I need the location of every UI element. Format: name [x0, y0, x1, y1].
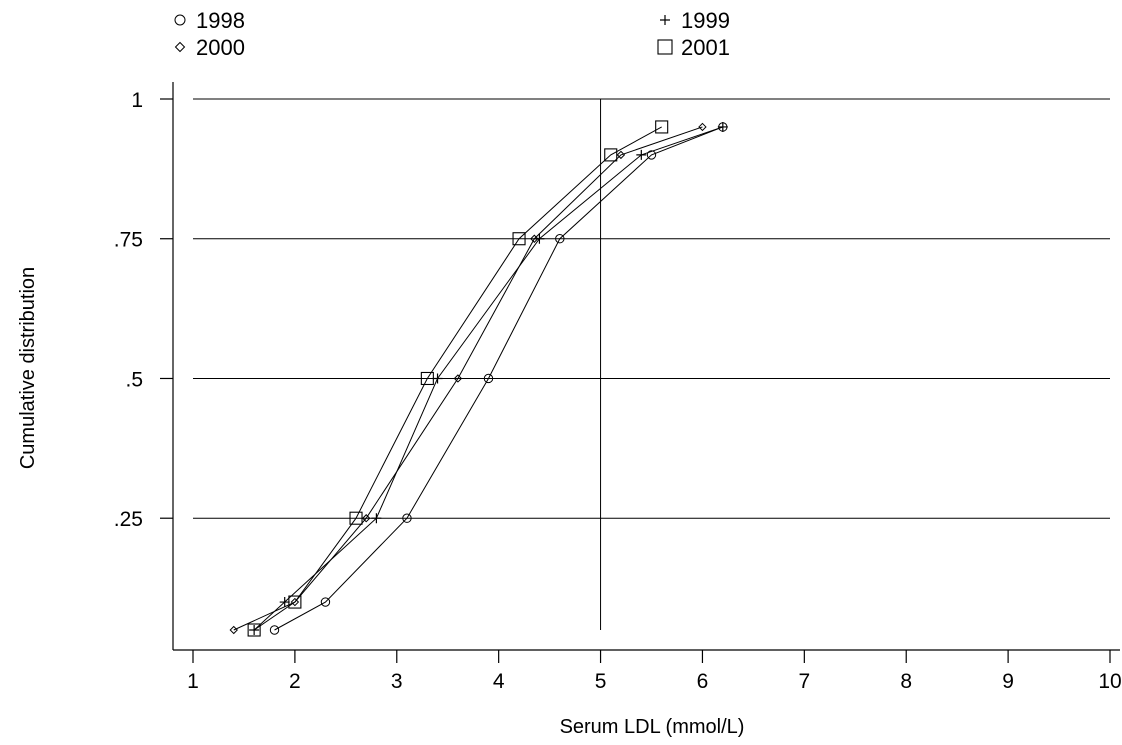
legend-label-1998: 1998 [196, 8, 245, 33]
y-ticks: .25 .5 .75 1 [114, 89, 173, 531]
data-point-1999-6 [717, 121, 728, 132]
data-point-1998-3 [483, 373, 494, 384]
data-point-2000-5 [616, 150, 626, 160]
data-point-1999-3 [432, 373, 443, 384]
y-tick-label: 1 [131, 89, 143, 112]
data-point-2001-2 [349, 511, 363, 525]
series-layer [229, 120, 728, 637]
data-point-1998-5 [646, 150, 657, 160]
axes [172, 82, 1120, 651]
data-point-2000-2 [362, 514, 371, 523]
legend: 1998 1999 2000 2001 [174, 8, 730, 60]
x-tick-label: 9 [1002, 670, 1014, 693]
y-tick-label: .25 [114, 508, 143, 531]
data-point-1999-1 [279, 597, 290, 608]
x-tick-label: 2 [289, 670, 301, 693]
x-tick-label: 3 [391, 670, 403, 693]
data-point-2001-6 [655, 120, 669, 134]
legend-label-2001: 2001 [681, 35, 730, 60]
x-tick-label: 1 [187, 670, 199, 693]
legend-label-2000: 2000 [196, 35, 245, 60]
data-point-2000-4 [530, 234, 539, 243]
data-point-2001-0 [247, 623, 261, 637]
data-point-2001-1 [288, 595, 302, 609]
x-ticks: 1 2 3 4 5 6 7 8 9 10 [187, 650, 1122, 693]
data-point-2000-6 [698, 122, 707, 132]
legend-marker-1999 [660, 15, 670, 25]
legend-marker-1998 [174, 14, 186, 26]
x-tick-label: 7 [798, 670, 810, 693]
x-tick-label: 4 [493, 670, 505, 693]
data-point-1998-2 [402, 513, 412, 523]
data-point-2000-3 [453, 374, 463, 383]
data-point-2001-5 [604, 148, 618, 162]
data-point-2000-1 [290, 597, 300, 607]
y-tick-label: .75 [114, 229, 143, 252]
x-axis-title: Serum LDL (mmol/L) [560, 716, 745, 738]
legend-label-1999: 1999 [681, 8, 730, 33]
data-point-1999-2 [371, 513, 382, 524]
series-2001 [247, 120, 669, 637]
x-tick-label: 6 [697, 670, 709, 693]
data-point-1999-0 [249, 625, 260, 635]
data-point-1999-4 [534, 233, 545, 244]
data-point-2001-4 [512, 232, 526, 246]
legend-marker-2000 [174, 41, 186, 53]
data-point-1998-1 [320, 597, 331, 607]
x-tick-label: 5 [595, 670, 607, 693]
x-tick-label: 10 [1098, 670, 1121, 693]
data-point-1998-4 [555, 234, 565, 244]
y-tick-label: .5 [125, 368, 143, 391]
series-line-1998 [274, 126, 724, 631]
y-axis-title: Cumulative distribution [17, 267, 39, 469]
gridlines [193, 98, 1110, 630]
legend-marker-2001 [657, 39, 673, 55]
x-tick-label: 8 [900, 670, 912, 693]
series-1999 [249, 121, 728, 635]
data-point-1998-0 [269, 625, 280, 635]
data-point-1999-5 [636, 149, 647, 160]
data-point-2001-3 [420, 371, 434, 386]
series-line-2001 [253, 126, 662, 631]
data-point-2000-0 [229, 625, 238, 635]
